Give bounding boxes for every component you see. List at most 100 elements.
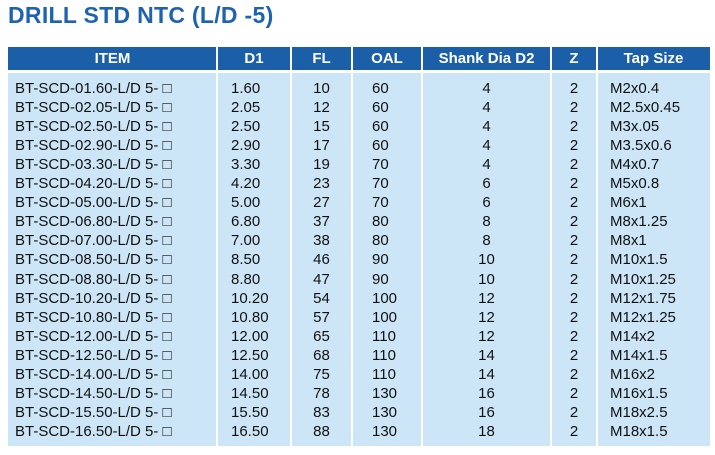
table-cell: M16x1.5 bbox=[610, 384, 668, 402]
table-cell: M14x1.5 bbox=[610, 346, 668, 364]
table-cell: 4 bbox=[482, 137, 491, 155]
table-cell: 2 bbox=[569, 213, 579, 231]
table-cell: BT-SCD-01.60-L/D 5- □ bbox=[15, 80, 172, 97]
table-cell: 2 bbox=[569, 422, 579, 440]
table-cell: BT-SCD-12.50-L/D 5- □ bbox=[15, 346, 172, 364]
table-cell: 47 bbox=[313, 270, 330, 288]
table-cell: M2x0.4 bbox=[610, 80, 660, 97]
table-cell: 68 bbox=[313, 346, 330, 364]
table-cell: 10 bbox=[478, 270, 495, 288]
table-cell: BT-SCD-03.30-L/D 5- □ bbox=[15, 156, 172, 174]
table-cell: M4x0.7 bbox=[610, 156, 660, 174]
table-cell: 2 bbox=[569, 289, 579, 307]
table-cell: 2 bbox=[569, 156, 579, 174]
table-cell: M18x2.5 bbox=[610, 403, 668, 421]
table-cell: 60 bbox=[372, 99, 389, 117]
table-cell: M2.5x0.45 bbox=[610, 99, 681, 117]
table-cell: 2 bbox=[569, 403, 579, 421]
table-cell: 14 bbox=[478, 346, 495, 364]
table-cell: 70 bbox=[372, 156, 389, 174]
table-cell: 4 bbox=[482, 156, 491, 174]
table-cell: 2.50 bbox=[231, 118, 261, 136]
table-cell: M3.5x0.6 bbox=[610, 137, 672, 155]
table-cell: 110 bbox=[372, 327, 396, 345]
table-header-bar bbox=[8, 47, 710, 70]
table-cell: 1.60 bbox=[231, 80, 261, 97]
table-cell: 27 bbox=[313, 194, 330, 212]
table-cell: 10.20 bbox=[231, 289, 269, 307]
table-cell: 78 bbox=[313, 384, 330, 402]
table-cell: 60 bbox=[372, 137, 389, 155]
table-cell: 38 bbox=[313, 232, 330, 250]
table-cell: BT-SCD-14.50-L/D 5- □ bbox=[15, 384, 172, 402]
table-body bbox=[8, 73, 710, 446]
table-cell: 100 bbox=[372, 289, 398, 307]
header-gap bbox=[8, 70, 710, 73]
table-cell: 12 bbox=[313, 99, 330, 117]
table-cell: 110 bbox=[372, 346, 396, 364]
table-cell: 2 bbox=[569, 346, 579, 364]
table-cell: 80 bbox=[372, 232, 389, 250]
table-cell: 70 bbox=[372, 194, 389, 212]
table-cell: BT-SCD-04.20-L/D 5- □ bbox=[15, 175, 172, 193]
column-header: Z bbox=[569, 50, 579, 67]
table-cell: BT-SCD-08.50-L/D 5- □ bbox=[15, 251, 172, 269]
column-divider bbox=[351, 47, 353, 446]
table-cell: 6 bbox=[482, 194, 491, 212]
table-cell: BT-SCD-02.90-L/D 5- □ bbox=[15, 137, 172, 155]
column-header: Tap Size bbox=[623, 50, 684, 67]
table-cell: 12 bbox=[478, 289, 495, 307]
table-cell: 83 bbox=[313, 403, 330, 421]
table-cell: M10x1.5 bbox=[610, 251, 668, 269]
table-cell: 23 bbox=[313, 175, 330, 193]
table-cell: 16 bbox=[478, 384, 495, 402]
table-cell: 15 bbox=[313, 118, 330, 136]
table-cell: 7.00 bbox=[231, 232, 261, 250]
column-divider bbox=[596, 47, 598, 446]
table-cell: M10x1.25 bbox=[610, 270, 676, 288]
table-cell: 65 bbox=[313, 327, 330, 345]
table-cell: 12.00 bbox=[231, 327, 269, 345]
table-cell: 2.90 bbox=[231, 137, 261, 155]
table-cell: 90 bbox=[372, 270, 389, 288]
column-divider bbox=[550, 47, 552, 446]
table-cell: 54 bbox=[313, 289, 330, 307]
table-cell: BT-SCD-16.50-L/D 5- □ bbox=[15, 422, 172, 440]
table-cell: 90 bbox=[372, 251, 389, 269]
column-divider bbox=[290, 47, 292, 446]
table-cell: 12.50 bbox=[231, 346, 269, 364]
table-cell: BT-SCD-10.20-L/D 5- □ bbox=[15, 289, 172, 307]
table-cell: 2 bbox=[569, 384, 579, 402]
table-cell: 75 bbox=[313, 365, 330, 383]
table-cell: 2 bbox=[569, 175, 579, 193]
table-cell: 18 bbox=[478, 422, 495, 440]
table-cell: 12 bbox=[478, 327, 495, 345]
table-cell: BT-SCD-07.00-L/D 5- □ bbox=[15, 232, 172, 250]
table-cell: 8 bbox=[482, 232, 491, 250]
column-header: FL bbox=[312, 50, 331, 67]
table-cell: 8.50 bbox=[231, 251, 261, 269]
table-cell: 46 bbox=[313, 251, 330, 269]
table-cell: 3.30 bbox=[231, 156, 261, 174]
table-cell: M5x0.8 bbox=[610, 175, 660, 193]
table-cell: 14.00 bbox=[231, 365, 269, 383]
table-cell: 14 bbox=[478, 365, 495, 383]
table-cell: 2 bbox=[569, 118, 579, 136]
column-divider bbox=[216, 47, 218, 446]
table-cell: 60 bbox=[372, 80, 389, 97]
table-cell: M8x1.25 bbox=[610, 213, 668, 231]
column-header: ITEM bbox=[94, 50, 131, 67]
table-cell: 80 bbox=[372, 213, 389, 231]
table-cell: BT-SCD-15.50-L/D 5- □ bbox=[15, 403, 172, 421]
table-cell: 10.80 bbox=[231, 308, 269, 326]
table-cell: 2 bbox=[569, 80, 579, 97]
table-cell: M3x.05 bbox=[610, 118, 660, 136]
table-cell: M12x1.25 bbox=[610, 308, 676, 326]
table-cell: 8 bbox=[482, 213, 491, 231]
column-divider bbox=[421, 47, 423, 446]
table-cell: 6 bbox=[482, 175, 491, 193]
table-cell: 12 bbox=[478, 308, 495, 326]
table-cell: 57 bbox=[313, 308, 330, 326]
table-cell: 37 bbox=[313, 213, 330, 231]
table-cell: M6x1 bbox=[610, 194, 647, 212]
